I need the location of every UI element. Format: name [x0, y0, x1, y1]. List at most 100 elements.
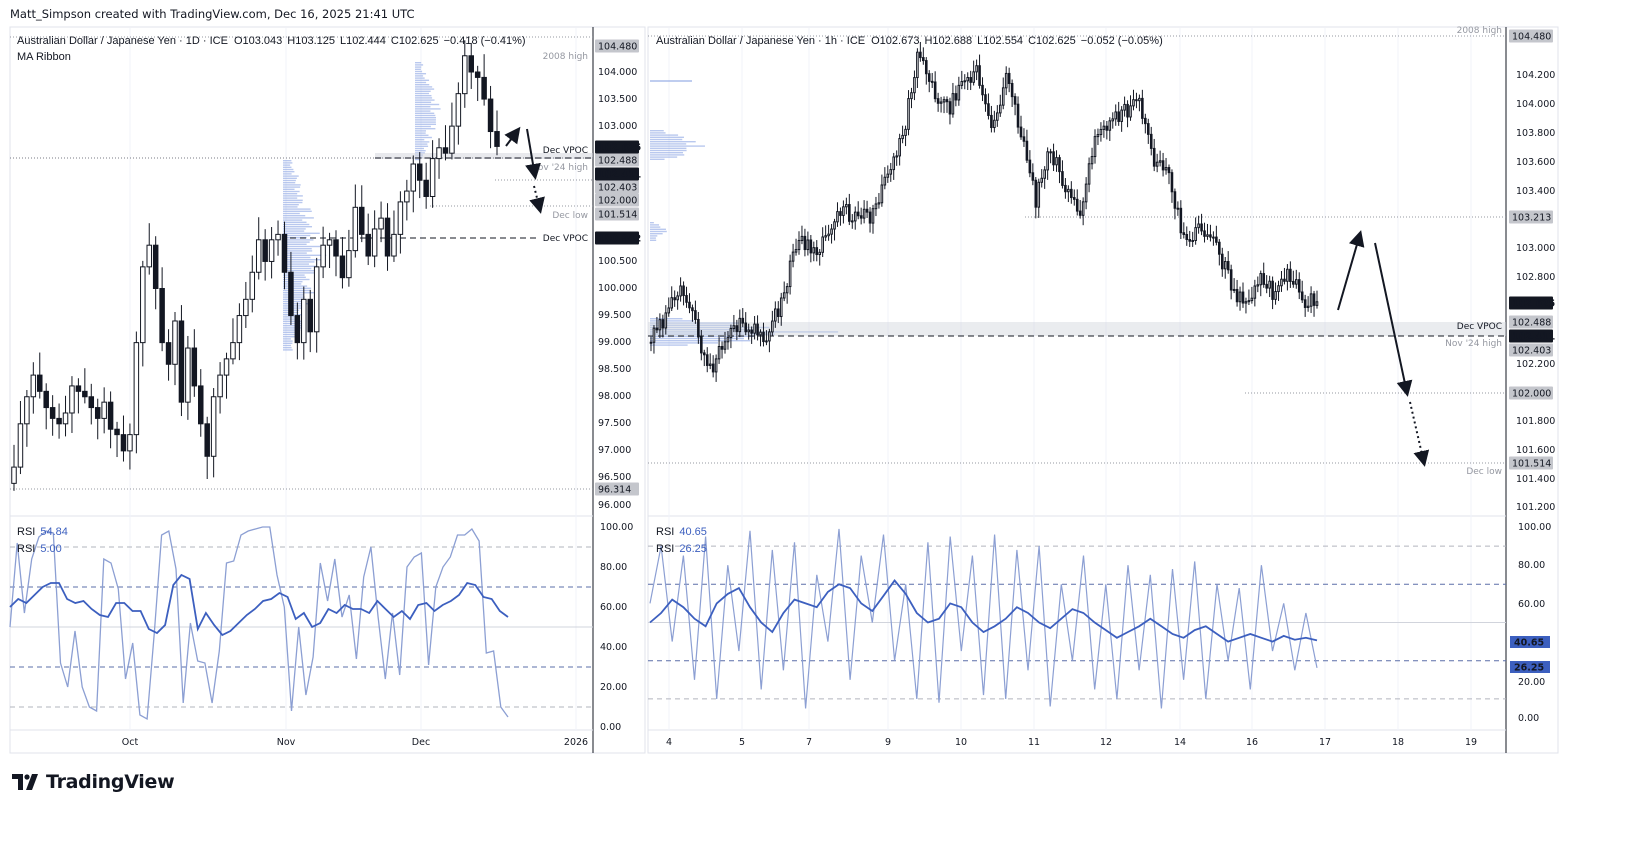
candle-body [449, 125, 455, 154]
right-price-badge: 102.411 [1512, 332, 1555, 343]
candle-body [140, 266, 146, 344]
candle-body [1072, 197, 1076, 200]
candle-body [69, 385, 75, 414]
volume-profile-bar [283, 289, 310, 292]
volume-profile-bar [283, 296, 305, 298]
volume-profile-bar [415, 136, 432, 139]
projection-arrows [504, 126, 1430, 467]
volume-profile-bar [650, 233, 663, 235]
volume-profile-bar [415, 92, 430, 95]
volume-profile-bar [283, 182, 296, 184]
volume-profile-bar [283, 285, 308, 287]
volume-profile-bar [283, 344, 291, 347]
volume-profile-bar [283, 171, 295, 173]
price-levels: 2008 high Dec VPOC Nov '24 high Dec low Dec … [10, 26, 1506, 490]
candle-body [889, 169, 893, 175]
volume-profile-bar [650, 333, 775, 335]
candle-body [384, 217, 391, 257]
volume-profile-bar [283, 245, 320, 248]
candle-body [1064, 184, 1067, 193]
candle-body [818, 251, 822, 256]
left-rsi-tick: 80.00 [600, 562, 627, 573]
candle-body [978, 65, 981, 86]
candle-body [1200, 223, 1203, 232]
candle-body [652, 327, 656, 343]
candle-body [966, 77, 970, 82]
candle-body [1087, 163, 1091, 185]
right-rsi-tick: 100.00 [1518, 522, 1551, 533]
volume-profile-bar [283, 252, 307, 254]
left-price-tick: 96.500 [598, 472, 631, 483]
volume-profile-bar [283, 336, 296, 338]
candle-body [779, 297, 783, 318]
attribution: Matt_Simpson created with TradingView.co… [10, 7, 415, 21]
volume-profile-bar [283, 186, 301, 188]
candle-body [1132, 99, 1135, 107]
candle-body [1253, 285, 1257, 299]
candle-body [759, 331, 762, 336]
left-price-badge-bg [595, 207, 639, 221]
candle-body [664, 312, 668, 329]
candle-body [178, 320, 185, 403]
volume-profile-bar [650, 156, 678, 158]
volume-profile-bar [283, 195, 303, 197]
dec-vpoc-zone-right [648, 322, 1506, 336]
volume-profile-bar [283, 320, 303, 322]
candle-body [1081, 201, 1085, 216]
candle-body [933, 81, 937, 100]
left-rsi-legend-2[interactable]: RSI 5.00 [17, 543, 62, 555]
tradingview-logo[interactable]: TradingView [12, 771, 175, 793]
candle-body [1238, 291, 1242, 303]
volume-profile-bar [283, 276, 306, 278]
candle-body [1146, 123, 1150, 135]
candle-body [806, 239, 810, 251]
volume-profile-bar [650, 132, 666, 134]
volume-profile-bar [283, 272, 316, 274]
volume-profile-bar [650, 320, 695, 322]
candle-body [904, 128, 907, 136]
right-time-tick: 17 [1319, 737, 1331, 748]
volume-profile-bar [283, 256, 311, 259]
volume-profile-bar [415, 158, 421, 161]
volume-profile-bar [283, 298, 306, 300]
candle-body [1155, 161, 1159, 167]
volume-profile-bar [283, 250, 313, 252]
candle-body [481, 76, 487, 100]
candle-body [1007, 72, 1011, 85]
left-candles [11, 40, 500, 491]
candle-body [43, 390, 49, 409]
left-price-tick: 103.000 [598, 121, 637, 132]
candle-body [371, 228, 378, 257]
left-price-badge-bg [595, 231, 639, 245]
volume-profile-bar [415, 108, 441, 110]
candle-body [1123, 103, 1126, 111]
candle-body [1294, 279, 1298, 285]
candle-body [146, 244, 152, 268]
candle-body [301, 298, 307, 344]
volume-profile-bar [283, 212, 300, 215]
right-price-tick: 101.600 [1516, 445, 1555, 456]
candle-body [1197, 223, 1200, 229]
candle-body [120, 434, 127, 452]
left-rsi-legend-1[interactable]: RSI 54.84 [17, 526, 68, 538]
volume-profile-bar [415, 90, 431, 92]
volume-profile-bar [415, 147, 424, 150]
candle-body [1070, 188, 1073, 199]
candle-body [981, 84, 984, 96]
volume-profile-bar [283, 331, 299, 333]
candle-body [685, 295, 688, 303]
volume-profile-bar [283, 226, 313, 228]
candle-body [313, 266, 320, 333]
candle-body [1141, 97, 1144, 119]
volume-profiles [283, 62, 839, 351]
candle-body [1306, 305, 1310, 308]
arrow-down-right [1374, 242, 1413, 397]
ma-ribbon-label[interactable]: MA Ribbon [17, 51, 71, 63]
candle-body [1188, 239, 1192, 242]
candle-body [990, 114, 993, 129]
volume-profile-bar [283, 329, 301, 331]
right-rsi-legend-1[interactable]: RSI 40.65 [656, 526, 707, 538]
right-rsi-legend-2[interactable]: RSI 26.25 [656, 543, 707, 555]
candle-body [729, 327, 733, 339]
